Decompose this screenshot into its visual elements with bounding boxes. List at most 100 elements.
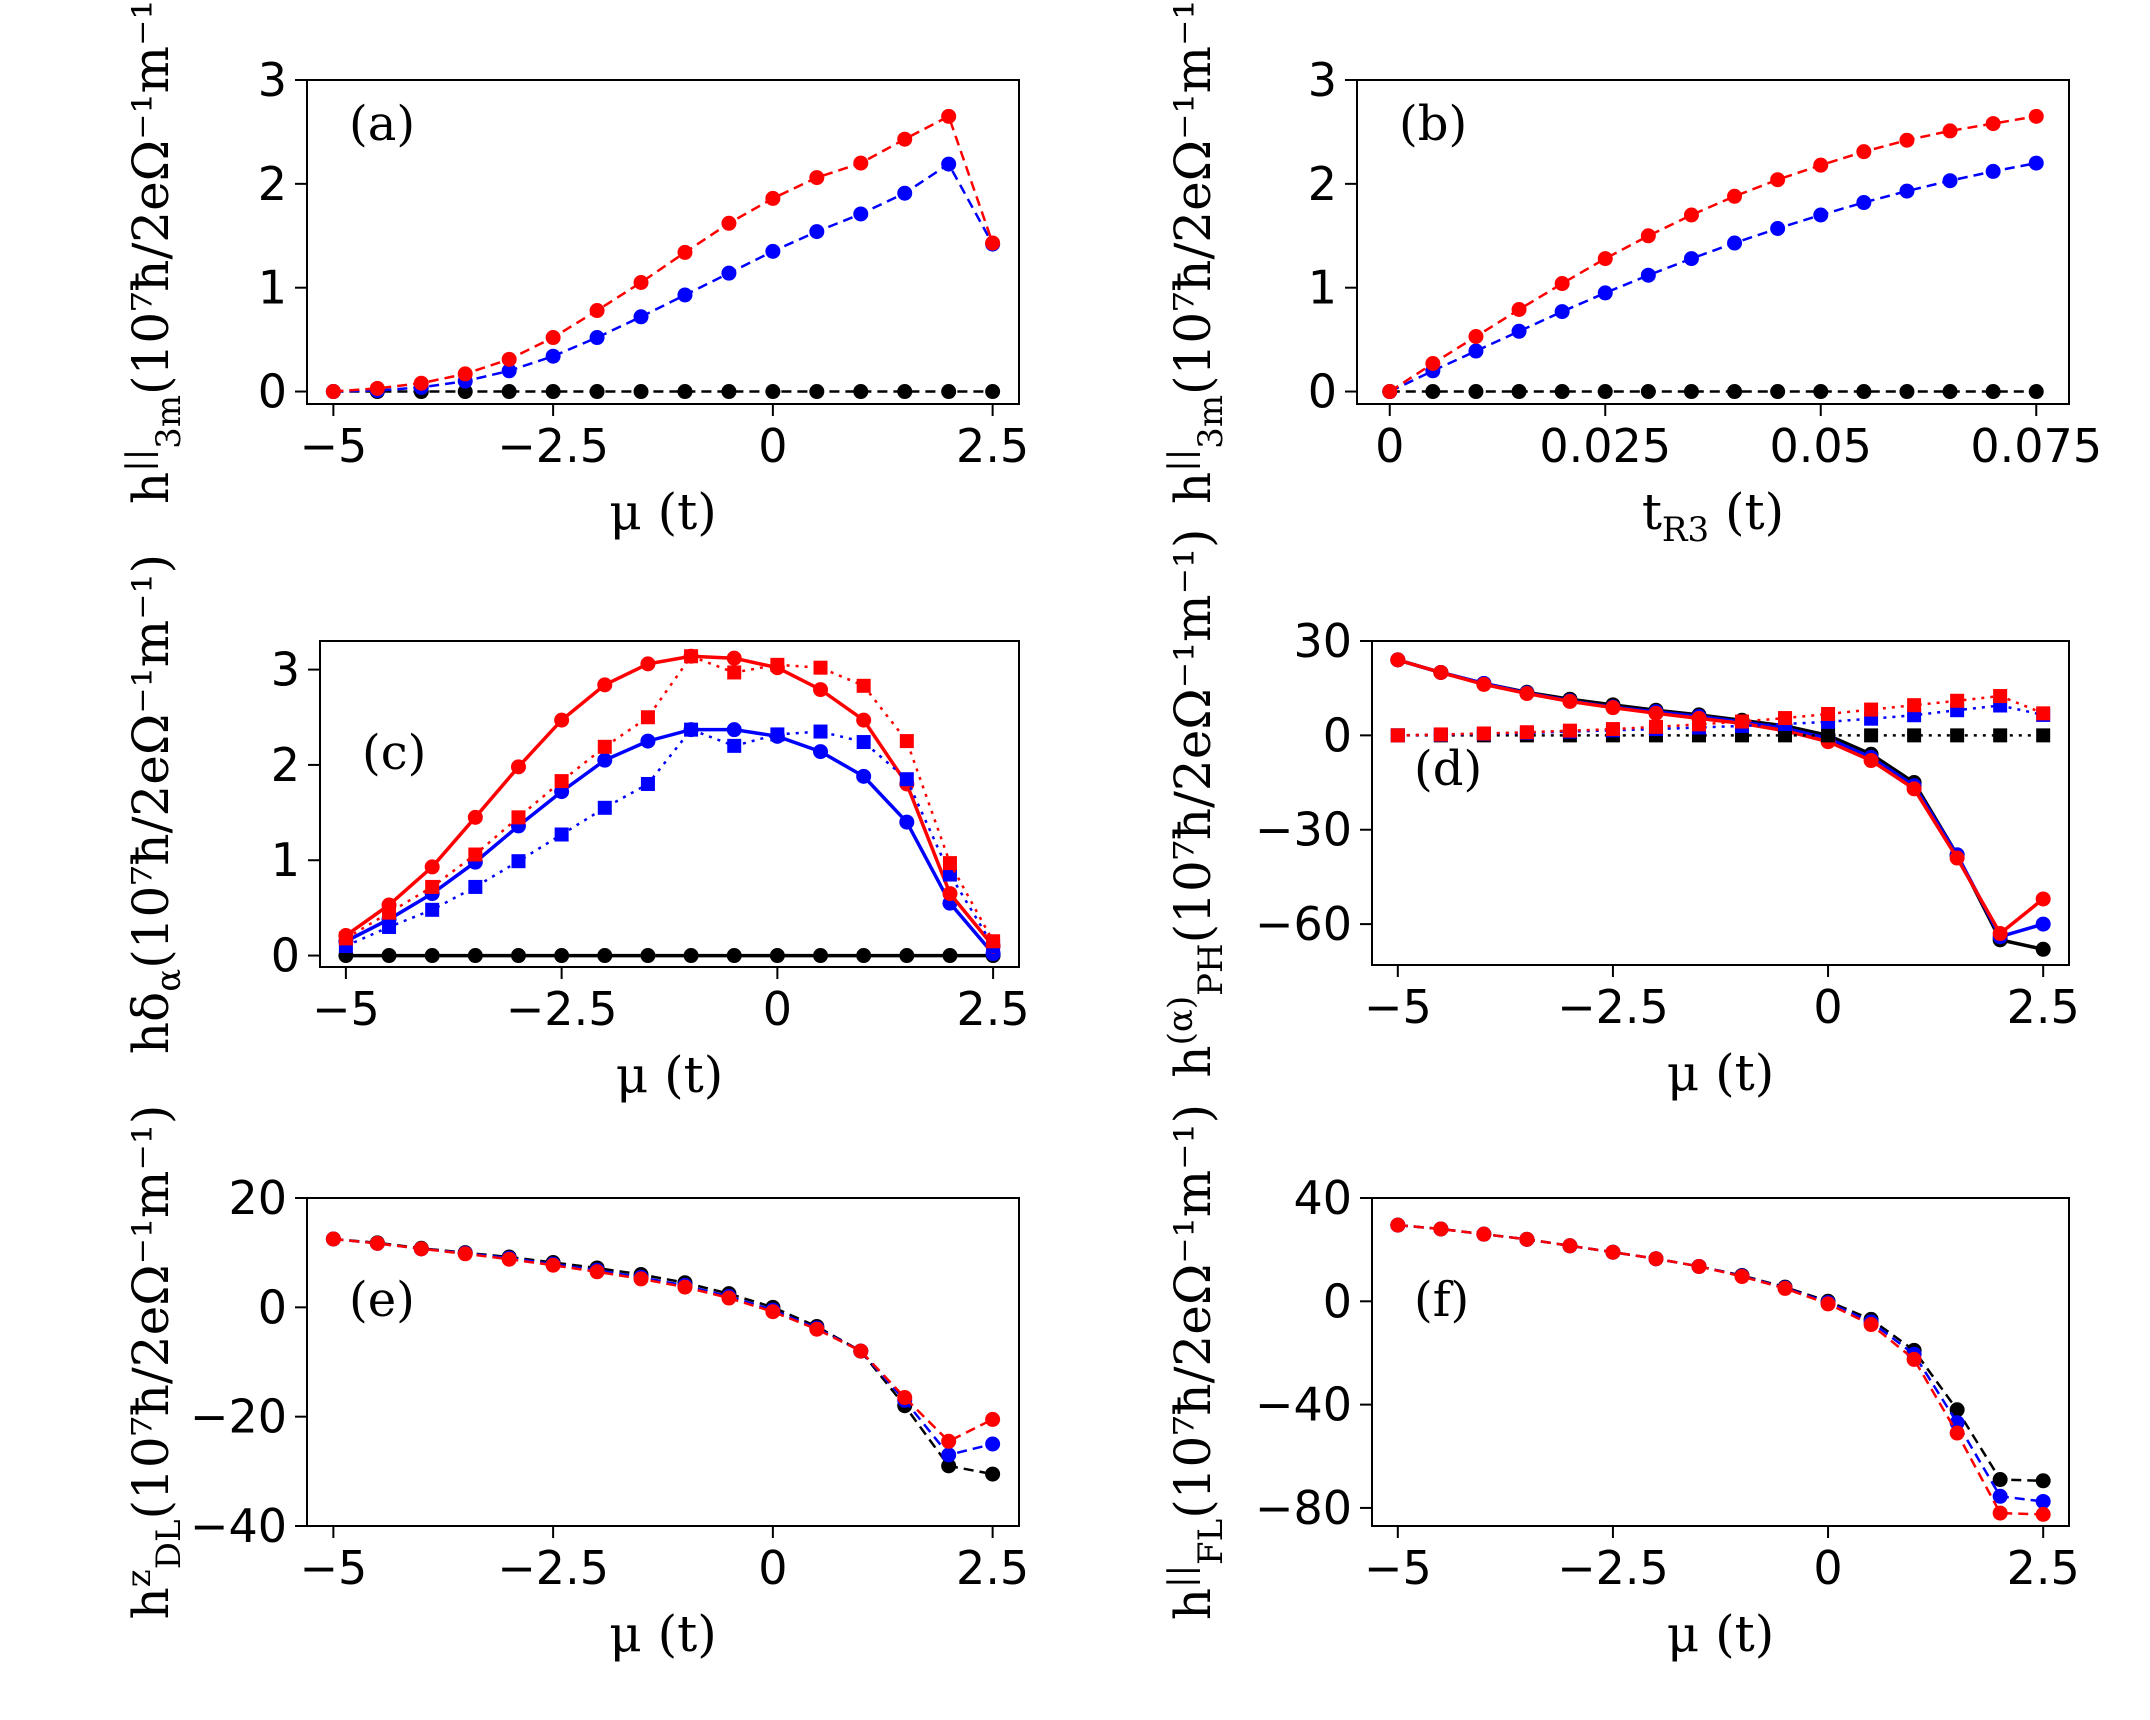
data-point	[633, 1271, 649, 1287]
x-tick-label: 2.5	[957, 982, 1030, 1036]
plot-frame	[1371, 640, 2070, 966]
data-point	[765, 190, 781, 206]
data-point	[2028, 108, 2044, 124]
data-point	[1863, 1317, 1879, 1333]
series-line-red-dotted	[1397, 694, 2044, 737]
data-point	[1985, 163, 2001, 179]
data-point	[813, 744, 829, 760]
data-point	[554, 948, 570, 964]
panel-d: −5 −2.5 0 2.5 30 0 −30 −60 μ (t) h(α)PH(10⁷ħ/2eΩ⁻…	[1161, 528, 2080, 1102]
data-point	[813, 682, 829, 698]
data-point	[985, 1411, 1001, 1427]
data-point	[1856, 384, 1872, 400]
data-point	[899, 734, 914, 749]
x-tick-label: 2.5	[956, 419, 1029, 473]
data-point	[1778, 711, 1793, 726]
data-point	[941, 156, 957, 172]
data-point	[853, 384, 869, 400]
data-point	[1864, 728, 1879, 743]
data-point	[1390, 728, 1405, 743]
data-point	[899, 948, 915, 964]
data-point	[986, 934, 1001, 949]
x-tick-label: 0	[758, 1541, 787, 1595]
data-point	[1727, 188, 1743, 204]
data-point	[1605, 722, 1620, 737]
data-point	[1511, 323, 1527, 339]
data-point	[1640, 267, 1656, 283]
data-point	[325, 1231, 341, 1247]
panel-label: (e)	[349, 1272, 415, 1328]
data-point	[1907, 698, 1922, 713]
y-axis-label: h||3m(10⁷ħ/2eΩ⁻¹m⁻¹)	[119, 0, 189, 504]
data-point	[941, 1458, 957, 1474]
x-tick-label: −5	[1364, 980, 1432, 1034]
data-point	[726, 948, 742, 964]
data-point	[677, 1279, 693, 1295]
data-point	[1648, 1251, 1664, 1267]
x-tick-label: 2.5	[2007, 1541, 2080, 1595]
data-point	[677, 384, 693, 400]
data-point	[1683, 251, 1699, 267]
data-point	[683, 948, 699, 964]
data-point	[597, 677, 613, 693]
plot-frame	[306, 1197, 1020, 1527]
data-point	[1683, 207, 1699, 223]
data-point	[633, 275, 649, 290]
data-point	[511, 810, 526, 825]
y-tick-label: 0	[1323, 708, 1352, 762]
y-axis-label: h||3m(10⁷ħ/2eΩ⁻¹m⁻¹)	[1161, 0, 1231, 504]
data-point	[856, 948, 872, 964]
data-point	[1476, 726, 1491, 741]
data-point	[1821, 728, 1836, 743]
data-point	[985, 235, 1001, 251]
y-tick-label: −40	[190, 1499, 287, 1553]
panel-e: −5 −2.5 0 2.5 20 0 −20 −40 μ (t) hzDL(10⁷ħ/2eΩ⁻¹m…	[119, 1105, 1029, 1663]
data-point	[597, 739, 612, 754]
data-point	[1468, 329, 1484, 344]
series-line-red	[333, 1237, 994, 1443]
y-axis-label: h(α)PH(10⁷ħ/2eΩ⁻¹m⁻¹)	[1161, 528, 1231, 1077]
x-tick-label: −2.5	[506, 982, 618, 1036]
data-point	[2035, 1506, 2051, 1522]
data-point	[1950, 728, 1965, 743]
data-point	[2035, 916, 2051, 932]
data-point	[1942, 384, 1958, 400]
x-tick-label: 0.025	[1539, 419, 1671, 473]
data-point	[897, 185, 913, 201]
data-point	[545, 348, 561, 364]
data-point	[684, 722, 699, 737]
data-point	[1683, 384, 1699, 400]
series-line-red	[333, 114, 994, 393]
data-point	[765, 1304, 781, 1320]
y-tick-label: 0	[271, 929, 300, 983]
y-tick-label: 3	[271, 643, 300, 697]
y-tick-label: 0	[1323, 1274, 1352, 1328]
data-point	[1992, 1488, 2008, 1504]
data-point	[1597, 384, 1613, 400]
data-point	[897, 131, 913, 147]
data-point	[809, 224, 825, 240]
data-point	[809, 1321, 825, 1337]
series-line-blue	[333, 162, 994, 393]
data-point	[597, 752, 613, 768]
data-point	[770, 657, 785, 672]
plot-frame	[1371, 1197, 2070, 1527]
data-point	[1648, 705, 1664, 721]
series-line-red-dotted	[345, 654, 995, 942]
data-point	[727, 665, 742, 680]
x-tick-label: 2.5	[2007, 980, 2080, 1034]
data-point	[942, 948, 958, 964]
data-point	[941, 108, 957, 124]
data-point	[813, 660, 828, 675]
x-tick-label: 0.05	[1770, 419, 1872, 473]
data-point	[1949, 1425, 1965, 1441]
panel-label: (a)	[349, 96, 415, 152]
data-point	[369, 1235, 385, 1251]
y-tick-label: −80	[1255, 1481, 1352, 1535]
x-axis-label: μ (t)	[1667, 1605, 1775, 1663]
x-tick-label: 0	[758, 419, 787, 473]
data-point	[501, 384, 517, 400]
data-point	[640, 710, 655, 725]
data-point	[941, 1433, 957, 1449]
x-tick-label: −5	[312, 982, 380, 1036]
